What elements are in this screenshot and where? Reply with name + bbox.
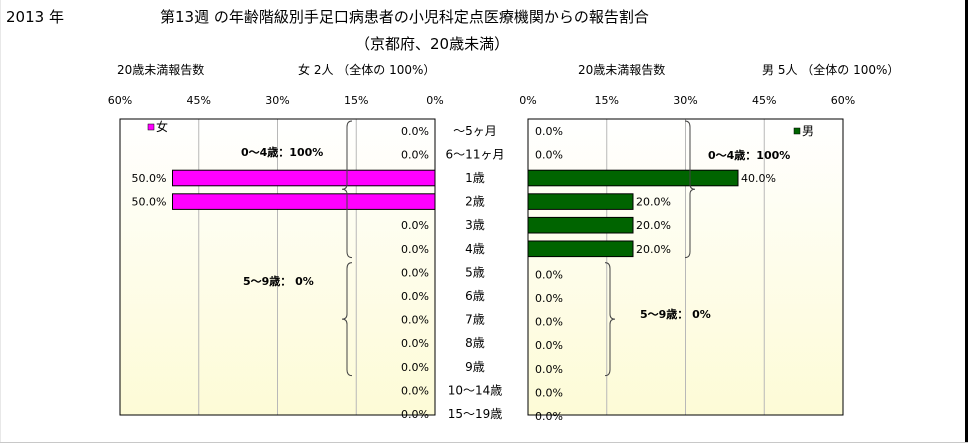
male-legend-swatch [793,127,801,135]
male-value-label: 0.0% [535,339,563,352]
male-summary: 男 5人 （全体の 100%） [762,63,900,77]
chart-subtitle: （京都府、20歳未満） [355,35,510,53]
female-value-label: 0.0% [401,243,429,256]
male-value-label: 0.0% [535,316,563,329]
female-bar [172,193,436,210]
male-value-label: 20.0% [636,243,671,256]
female-tick-label: 0% [426,94,443,107]
female-tick-label: 30% [265,94,289,107]
female-summary: 女 2人 （全体の 100%） [298,63,436,77]
female-tick-label: 45% [187,94,211,107]
male-annotation-5-9: 5～9歳： 0% [640,307,711,321]
female-value-label: 0.0% [401,148,429,161]
age-category-label: 2歳 [465,195,485,209]
male-value-label: 40.0% [741,172,776,185]
left-edge [0,0,1,443]
male-value-label: 0.0% [535,292,563,305]
male-count-label: 20歳未満報告数 [578,63,666,77]
age-category-label: 9歳 [465,360,485,374]
male-value-label: 0.0% [535,363,563,376]
age-category-label: 10～14歳 [448,383,503,397]
female-value-label: 0.0% [401,125,429,138]
female-brace-5-9 [341,262,353,377]
male-bar [527,240,634,258]
chart-title: 第13週 の年齢階級別手足口病患者の小児科定点医療機関からの報告割合 [160,8,649,26]
male-brace-5-9 [604,262,616,377]
male-tick-label: 30% [673,94,697,107]
male-value-label: 0.0% [535,148,563,161]
age-category-label: 6～11ヶ月 [446,147,505,161]
female-value-label: 0.0% [401,384,429,397]
female-value-label: 0.0% [401,337,429,350]
female-tick-label: 60% [108,94,132,107]
male-bar [527,169,739,187]
age-category-label: 7歳 [465,313,485,327]
age-category-label: 5歳 [465,265,485,279]
male-tick-label: 45% [752,94,776,107]
male-annotation-0-4: 0～4歳：100% [708,148,790,162]
male-tick-label: 60% [831,94,855,107]
male-tick-label: 0% [519,94,536,107]
age-category-label: 15～19歳 [448,407,503,421]
right-edge-border [965,0,968,443]
female-value-label: 0.0% [401,219,429,232]
male-value-label: 0.0% [535,410,563,423]
female-annotation-0-4: 0～4歳：100% [241,145,323,159]
male-bar [527,216,634,234]
female-tick-label: 15% [344,94,368,107]
male-brace-0-4 [684,120,696,259]
male-value-label: 20.0% [636,219,671,232]
year-label: 2013 年 [6,8,64,26]
age-category-label: 4歳 [465,242,485,256]
age-category-label: 8歳 [465,336,485,350]
male-value-label: 0.0% [535,125,563,138]
female-value-label: 0.0% [401,314,429,327]
age-category-label: 1歳 [465,171,485,185]
female-legend-label: 女 [156,119,168,134]
male-bar [527,193,634,210]
female-value-label: 0.0% [401,266,429,279]
male-value-label: 20.0% [636,196,671,209]
female-value-label: 0.0% [401,361,429,374]
age-category-label: ～5ヶ月 [453,124,497,138]
female-brace-0-4 [341,120,353,259]
male-legend-label: 男 [802,124,814,138]
female-plot-border [119,118,436,416]
female-value-label: 0.0% [401,408,429,421]
male-value-label: 0.0% [535,386,563,399]
female-legend-swatch [147,123,155,131]
age-category-label: 6歳 [465,289,485,303]
male-value-label: 0.0% [535,268,563,281]
age-category-label: 3歳 [465,218,485,232]
female-value-label: 50.0% [132,172,167,185]
female-value-label: 50.0% [132,196,167,209]
female-count-label: 20歳未満報告数 [117,63,205,77]
female-annotation-5-9: 5～9歳： 0% [243,274,314,288]
male-tick-label: 15% [595,94,619,107]
female-bar [172,169,436,187]
female-value-label: 0.0% [401,290,429,303]
male-plot-border [527,118,844,416]
